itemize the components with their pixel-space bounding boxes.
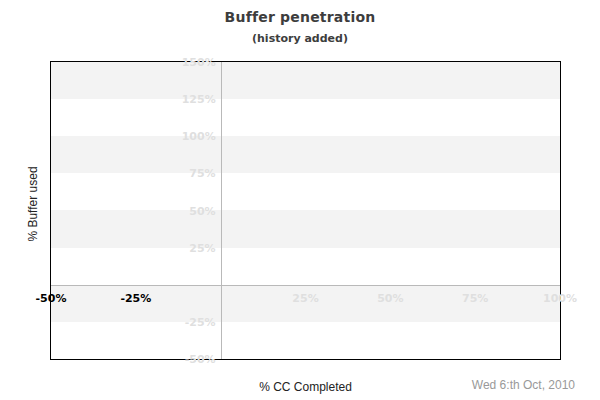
y-tick-label: 25% bbox=[51, 242, 216, 253]
zero-gridline-horizontal bbox=[51, 285, 560, 286]
chart-title: Buffer penetration bbox=[0, 9, 600, 25]
y-tick-label: 125% bbox=[51, 94, 216, 105]
y-tick-label: 150% bbox=[51, 57, 216, 68]
y-tick-label: 75% bbox=[51, 168, 216, 179]
x-tick-label: 100% bbox=[543, 292, 577, 303]
plot-area: 150%125%100%75%50%25%-25%-50%-50%-25%25%… bbox=[50, 61, 561, 360]
y-axis-title: % Buffer used bbox=[26, 166, 40, 241]
chart-subtitle: (history added) bbox=[0, 32, 600, 45]
x-tick-label: 25% bbox=[292, 292, 318, 303]
x-tick-label: 75% bbox=[462, 292, 488, 303]
y-tick-label: -25% bbox=[51, 316, 216, 327]
buffer-penetration-chart: Buffer penetration (history added) % Buf… bbox=[0, 0, 600, 400]
y-tick-label: 100% bbox=[51, 131, 216, 142]
y-tick-label: -50% bbox=[51, 354, 216, 365]
y-tick-label: 50% bbox=[51, 205, 216, 216]
zero-gridline-vertical bbox=[221, 62, 222, 359]
date-label: Wed 6:th Oct, 2010 bbox=[472, 378, 575, 392]
x-tick-label: -25% bbox=[120, 292, 151, 303]
x-tick-label: -50% bbox=[36, 292, 67, 303]
x-tick-label: 50% bbox=[377, 292, 403, 303]
